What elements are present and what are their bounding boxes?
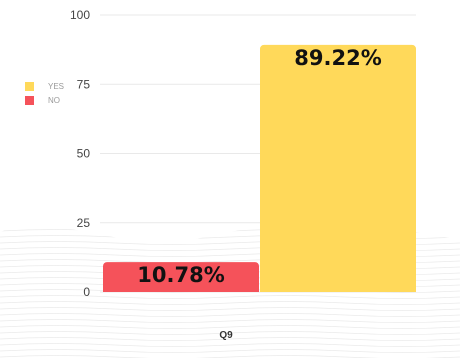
legend-swatch-no xyxy=(25,96,34,105)
y-tick-label: 25 xyxy=(77,216,91,230)
y-tick-label: 0 xyxy=(83,285,90,299)
x-axis: Q9 xyxy=(219,330,233,341)
legend-label-no: NO xyxy=(48,96,60,105)
bars xyxy=(103,44,416,293)
legend-swatch-yes xyxy=(25,82,34,91)
bar-no-base xyxy=(103,286,259,292)
bar-yes xyxy=(260,44,416,293)
bar-no xyxy=(103,262,259,292)
y-tick-label: 50 xyxy=(77,147,91,161)
bar-yes-base xyxy=(260,286,416,292)
x-category-label: Q9 xyxy=(219,330,233,341)
data-label-yes: 89.22% xyxy=(294,46,381,70)
y-axis: 0 25 50 75 100 xyxy=(70,8,90,299)
y-tick-label: 100 xyxy=(70,8,90,22)
y-tick-label: 75 xyxy=(77,77,91,91)
data-label-no: 10.78% xyxy=(137,263,224,287)
legend-label-yes: YES xyxy=(48,82,64,91)
data-labels: 10.78% 89.22% xyxy=(137,46,381,287)
legend: YES NO xyxy=(25,82,64,105)
